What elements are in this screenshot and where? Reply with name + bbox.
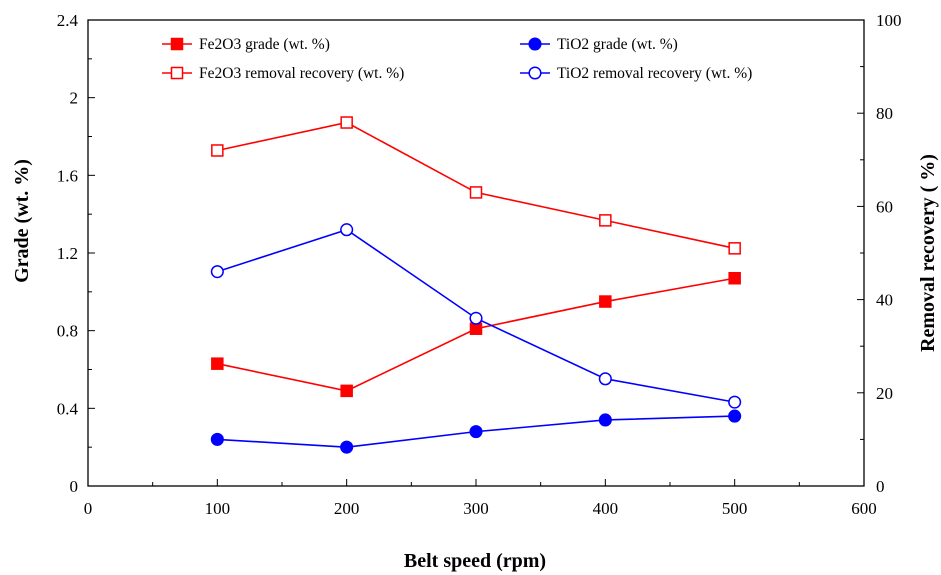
series-1 <box>211 271 741 398</box>
y2-tick-label: 60 <box>876 197 893 216</box>
data-point <box>210 432 224 446</box>
y2-tick-label: 20 <box>876 384 893 403</box>
y-tick-label: 0 <box>70 477 79 496</box>
y-tick-label: 2 <box>70 89 79 108</box>
y-axis-ticks: 0 0.4 0.8 1.2 1.6 2 2.4 <box>57 11 95 496</box>
data-point <box>340 440 354 454</box>
data-point <box>211 357 224 370</box>
y-tick-label: 2.4 <box>57 11 79 30</box>
y2-axis-ticks: 0 20 40 60 80 100 <box>857 11 902 496</box>
y-tick-label: 0.8 <box>57 322 78 341</box>
legend-marker <box>528 66 542 80</box>
x-tick-label: 100 <box>205 499 231 518</box>
data-point <box>599 214 612 227</box>
y2-axis-title: Removal recovery ( %) <box>917 154 939 352</box>
data-point <box>598 372 612 386</box>
data-point <box>469 311 483 325</box>
legend-label: TiO2 grade (wt. %) <box>557 36 678 53</box>
data-point <box>211 144 224 157</box>
y-tick-label: 1.6 <box>57 166 78 185</box>
legend-label: Fe2O3 grade (wt. %) <box>199 36 330 53</box>
y2-tick-label: 40 <box>876 291 893 310</box>
plot-area-border <box>87 19 865 487</box>
x-axis-ticks: 0 100 200 300 400 500 600 <box>84 479 877 518</box>
legend-item: Fe2O3 removal recovery (wt. %) <box>162 65 404 82</box>
x-tick-label: 500 <box>722 499 748 518</box>
legend: Fe2O3 grade (wt. %) TiO2 grade (wt. %) Fe2… <box>162 36 752 82</box>
data-point <box>598 413 612 427</box>
data-point <box>469 425 483 439</box>
y2-tick-label: 0 <box>876 477 885 496</box>
legend-marker <box>528 37 542 51</box>
x-tick-label: 0 <box>84 499 93 518</box>
data-point <box>210 265 224 279</box>
data-point <box>340 384 353 398</box>
plot-frame <box>87 19 865 487</box>
data-point <box>340 116 353 129</box>
data-point <box>469 322 483 335</box>
legend-label: TiO2 removal recovery (wt. %) <box>557 65 752 82</box>
series-4 <box>210 223 742 409</box>
y-tick-label: 0.4 <box>57 399 79 418</box>
x-tick-label: 200 <box>334 499 360 518</box>
data-point <box>469 186 483 199</box>
data-point <box>728 395 742 409</box>
x-axis-title: Belt speed (rpm) <box>404 550 546 572</box>
legend-item: Fe2O3 grade (wt. %) <box>162 36 330 53</box>
x-tick-label: 600 <box>851 499 877 518</box>
series-2 <box>210 409 742 454</box>
series-layer <box>210 116 742 454</box>
data-point <box>340 223 354 237</box>
series-line <box>217 121 735 250</box>
legend-marker <box>170 66 184 80</box>
x-tick-label: 300 <box>463 499 489 518</box>
data-point <box>728 409 742 423</box>
legend-marker <box>170 37 184 51</box>
data-point <box>599 295 612 308</box>
legend-item: TiO2 removal recovery (wt. %) <box>520 65 752 82</box>
legend-label: Fe2O3 removal recovery (wt. %) <box>199 65 404 82</box>
data-point <box>728 271 741 285</box>
y2-tick-label: 100 <box>876 11 902 30</box>
y-axis-title: Grade (wt. %) <box>11 159 33 283</box>
x-tick-label: 400 <box>593 499 619 518</box>
data-point <box>728 242 741 255</box>
legend-item: TiO2 grade (wt. %) <box>520 36 678 53</box>
series-3 <box>211 116 741 255</box>
y2-tick-label: 80 <box>876 104 893 123</box>
y-tick-label: 1.2 <box>57 244 78 263</box>
